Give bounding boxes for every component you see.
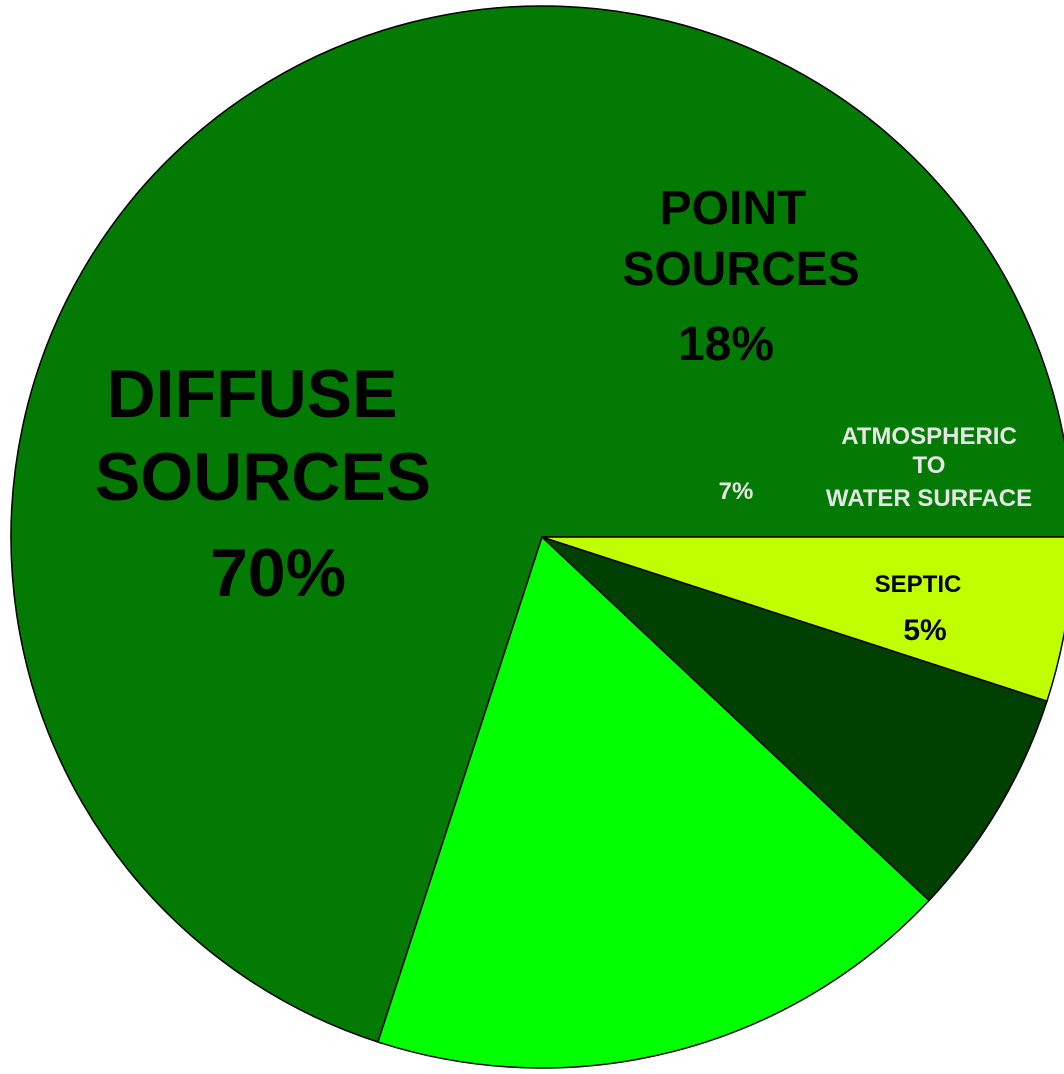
slice-label-atmospheric-line2: TO xyxy=(913,452,946,479)
slice-label-septic: SEPTIC xyxy=(875,571,962,598)
slice-label-atmospheric-line1: ATMOSPHERIC xyxy=(841,423,1017,450)
slice-label-diffuse-line1: DIFFUSE xyxy=(107,356,398,432)
slice-value-atmospheric: 7% xyxy=(719,478,754,505)
slice-label-point-line1: POINT xyxy=(660,182,807,235)
slice-value-septic: 5% xyxy=(903,614,946,647)
slice-value-diffuse: 70% xyxy=(210,535,346,611)
slice-label-atmospheric-line3: WATER SURFACE xyxy=(826,485,1032,512)
pie-slice-atmospheric-to-water-surface xyxy=(541,536,1048,902)
pie-labels: DIFFUSE SOURCES 70% POINT SOURCES 18% AT… xyxy=(95,182,1032,647)
pie-slice-septic xyxy=(541,536,1064,702)
pie-slice-point-sources xyxy=(377,536,930,1069)
pie-slice-diffuse-sources xyxy=(10,5,1064,1043)
slice-value-point: 18% xyxy=(678,318,774,371)
slice-label-diffuse-line2: SOURCES xyxy=(95,439,431,515)
slice-label-point-line2: SOURCES xyxy=(622,243,859,296)
pie-slices xyxy=(10,5,1064,1069)
